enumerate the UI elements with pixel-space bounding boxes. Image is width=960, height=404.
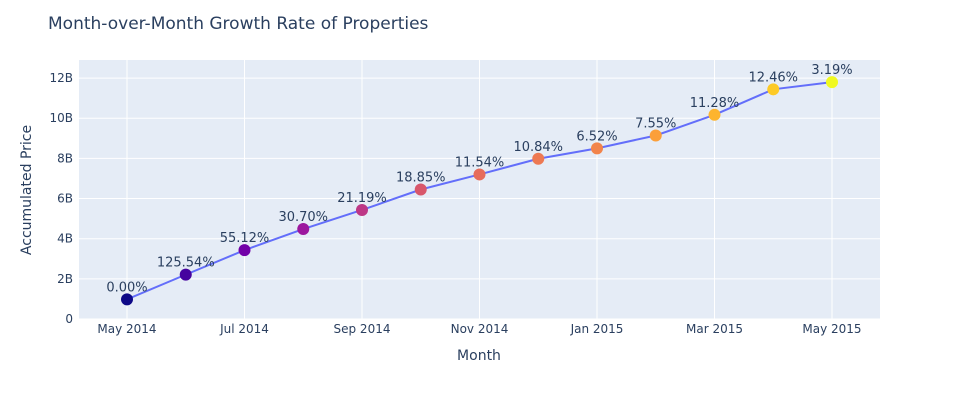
x-axis-title: Month <box>457 348 501 364</box>
data-point-label: 12.46% <box>748 70 798 85</box>
data-point-label: 11.54% <box>455 155 505 170</box>
data-point-marker[interactable] <box>297 223 310 236</box>
data-point-label: 7.55% <box>635 116 676 131</box>
series-markers <box>121 76 838 306</box>
y-axis-ticks: 0 2B 4B 6B 8B 10B 12B <box>49 71 73 326</box>
x-tick-label: Jan 2015 <box>570 322 624 336</box>
x-tick-label: Sep 2014 <box>334 322 391 336</box>
y-tick-label: 2B <box>57 272 73 286</box>
data-point-marker[interactable] <box>121 293 133 306</box>
chart-title: Month-over-Month Growth Rate of Properti… <box>48 14 429 34</box>
data-point-marker[interactable] <box>238 244 251 257</box>
data-point-marker[interactable] <box>649 129 662 142</box>
data-point-label: 55.12% <box>220 231 270 246</box>
data-point-marker[interactable] <box>179 268 192 281</box>
y-tick-label: 0 <box>65 312 73 326</box>
data-point-label: 10.84% <box>513 140 563 155</box>
x-tick-label: Nov 2014 <box>451 322 509 336</box>
x-tick-label: May 2014 <box>97 322 156 336</box>
data-point-marker[interactable] <box>591 142 603 155</box>
y-tick-label: 8B <box>57 151 73 165</box>
data-point-label: 0.00% <box>106 280 147 295</box>
x-axis-ticks: May 2014 Jul 2014 Sep 2014 Nov 2014 Jan 2015… <box>97 322 861 336</box>
data-point-label: 3.19% <box>811 63 852 78</box>
y-tick-label: 10B <box>49 111 73 125</box>
grid-lines <box>79 60 880 320</box>
data-labels: 0.00% 125.54% 55.12% 30.70% 21.19% 18.85% 11.5… <box>106 63 852 295</box>
data-point-marker[interactable] <box>414 183 427 196</box>
x-tick-label: Jul 2014 <box>219 322 269 336</box>
data-point-label: 30.70% <box>278 210 328 225</box>
data-point-marker[interactable] <box>708 108 721 121</box>
y-tick-label: 12B <box>49 71 73 85</box>
data-point-marker[interactable] <box>473 168 486 181</box>
data-point-marker[interactable] <box>532 152 545 165</box>
x-tick-label: Mar 2015 <box>686 322 743 336</box>
y-axis-title: Accumulated Price <box>19 125 35 255</box>
y-tick-label: 4B <box>57 232 73 246</box>
data-point-marker[interactable] <box>767 83 780 96</box>
x-tick-label: May 2015 <box>802 322 861 336</box>
data-point-label: 11.28% <box>690 96 740 111</box>
data-point-marker[interactable] <box>826 76 838 89</box>
data-point-label: 18.85% <box>396 171 446 186</box>
data-point-label: 21.19% <box>337 191 387 206</box>
data-point-marker[interactable] <box>356 203 368 216</box>
data-point-label: 6.52% <box>576 129 617 144</box>
data-point-label: 125.54% <box>157 256 215 271</box>
y-tick-label: 6B <box>57 192 73 206</box>
